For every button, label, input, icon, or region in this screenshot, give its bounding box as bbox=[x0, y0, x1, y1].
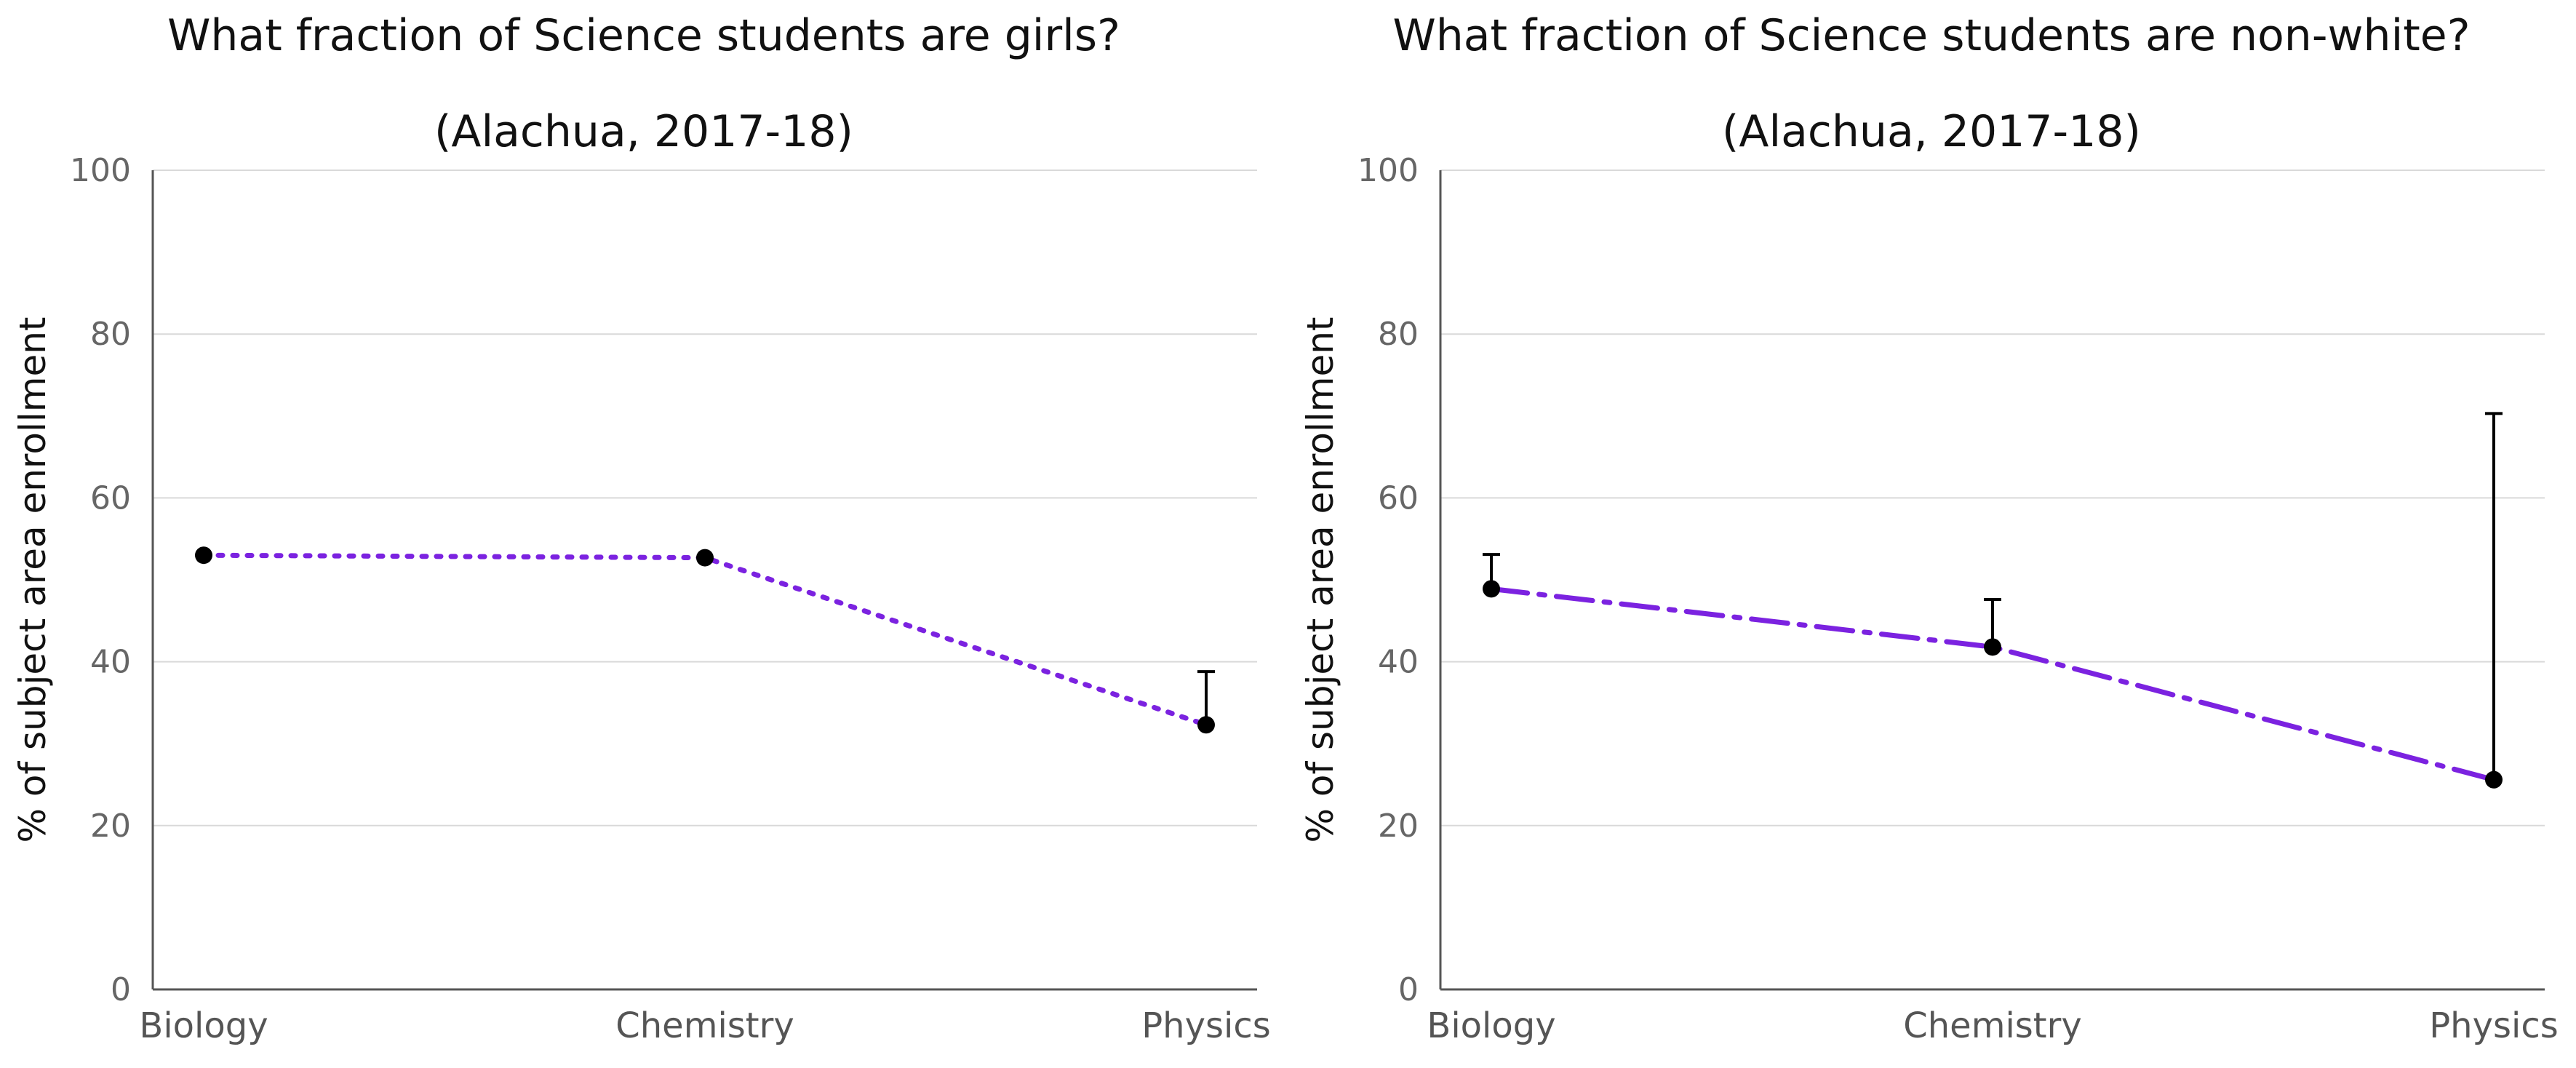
data-point bbox=[195, 546, 212, 565]
y-tick-label: 40 bbox=[1378, 644, 1419, 681]
y-tick-label: 40 bbox=[90, 644, 131, 681]
x-tick-label: Chemistry bbox=[615, 1005, 794, 1046]
chart-panel-nonwhite: What fraction of Science students are no… bbox=[1288, 0, 2575, 1068]
data-point bbox=[1483, 580, 1500, 598]
data-point bbox=[2485, 770, 2503, 789]
y-tick-label: 80 bbox=[1378, 316, 1419, 353]
data-point bbox=[696, 549, 714, 567]
chart-plot-nonwhite: 0 20 40 60 80 100 Biology Chemistry Physics % of … bbox=[1299, 152, 2559, 1046]
y-tick-label: 100 bbox=[70, 152, 131, 189]
data-point bbox=[1197, 716, 1215, 734]
y-tick-label: 0 bbox=[1398, 971, 1419, 1008]
chart-subtitle: (Alachua, 2017-18) bbox=[434, 106, 853, 157]
y-tick-label: 80 bbox=[90, 316, 131, 353]
y-tick-label: 60 bbox=[1378, 479, 1419, 517]
chart-panel-girls: What fraction of Science students are gi… bbox=[12, 10, 1271, 1046]
y-tick-label: 0 bbox=[111, 971, 131, 1008]
x-tick-label: Physics bbox=[2429, 1005, 2559, 1046]
y-tick-label: 60 bbox=[90, 479, 131, 517]
x-tick-label: Biology bbox=[1427, 1005, 1555, 1046]
x-tick-label: Physics bbox=[1141, 1005, 1271, 1046]
chart-title: What fraction of Science students are no… bbox=[1392, 10, 2471, 61]
y-tick-label: 20 bbox=[1378, 808, 1419, 845]
y-axis-title: % of subject area enrollment bbox=[1299, 316, 1341, 842]
y-tick-label: 100 bbox=[1357, 152, 1419, 189]
x-tick-label: Chemistry bbox=[1903, 1005, 2082, 1046]
chart-subtitle: (Alachua, 2017-18) bbox=[1722, 106, 2141, 157]
chart-title: What fraction of Science students are gi… bbox=[167, 10, 1120, 61]
x-tick-label: Biology bbox=[139, 1005, 268, 1046]
series-line bbox=[201, 552, 1209, 728]
y-tick-label: 20 bbox=[90, 808, 131, 845]
data-point bbox=[1984, 638, 2001, 656]
chart-plot-girls: 0 20 40 60 80 100 Biology Chemistry Physics % of … bbox=[12, 152, 1271, 1046]
y-axis-title: % of subject area enrollment bbox=[12, 316, 54, 842]
